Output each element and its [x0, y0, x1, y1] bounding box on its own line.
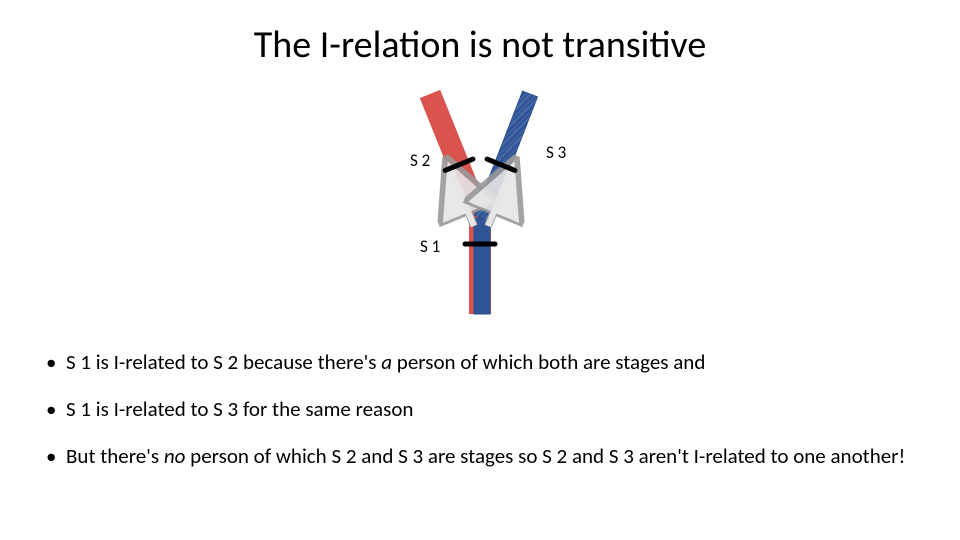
bullet-item: S 1 is I-related to S 3 for the same rea…: [46, 397, 914, 422]
bullet-text-em: no: [164, 443, 186, 469]
slide: The I-relation is not transitive S 2 S 3…: [0, 0, 960, 540]
slide-title: The I-relation is not transitive: [0, 22, 960, 68]
bullet-text-pre: S 1 is I-related to S 3 for the same rea…: [66, 396, 413, 422]
y-diagram: S 2 S 3 S 1: [0, 88, 960, 318]
label-s2: S 2: [410, 150, 430, 171]
bullet-text-pre: S 1 is I-related to S 2 because there's: [66, 349, 381, 375]
bullet-text-em: a: [381, 349, 392, 375]
bullet-item: S 1 is I-related to S 2 because there's …: [46, 350, 914, 375]
bullet-text-post: person of which S 2 and S 3 are stages s…: [185, 443, 905, 469]
bullet-item: But there's no person of which S 2 and S…: [46, 444, 914, 469]
label-s1: S 1: [420, 236, 440, 257]
label-s3: S 3: [546, 142, 566, 163]
diagram-svg: [350, 88, 610, 318]
bullet-list: S 1 is I-related to S 2 because there's …: [46, 350, 914, 492]
bullet-text-pre: But there's: [66, 443, 164, 469]
bullet-text-post: person of which both are stages and: [392, 349, 705, 375]
